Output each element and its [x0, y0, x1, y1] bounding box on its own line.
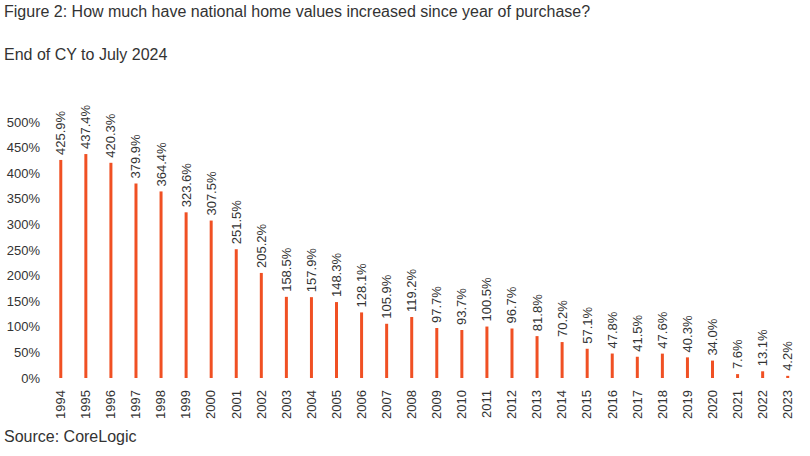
svg-text:34.0%: 34.0%	[705, 318, 720, 355]
svg-text:13.1%: 13.1%	[755, 329, 770, 366]
svg-text:2005: 2005	[329, 390, 344, 419]
svg-text:500%: 500%	[8, 115, 40, 130]
svg-text:2004: 2004	[304, 390, 319, 419]
svg-text:2022: 2022	[755, 390, 770, 419]
svg-text:251.5%: 251.5%	[229, 200, 244, 245]
svg-text:2013: 2013	[529, 390, 544, 419]
svg-text:300%: 300%	[8, 217, 40, 232]
svg-text:1999: 1999	[178, 390, 193, 419]
svg-text:2007: 2007	[379, 390, 394, 419]
svg-text:200%: 200%	[8, 268, 40, 283]
svg-text:2006: 2006	[354, 390, 369, 419]
svg-text:2002: 2002	[254, 390, 269, 419]
svg-text:7.6%: 7.6%	[730, 339, 745, 369]
svg-text:450%: 450%	[8, 140, 40, 155]
svg-text:100.5%: 100.5%	[479, 277, 494, 322]
svg-text:350%: 350%	[8, 191, 40, 206]
svg-text:150%: 150%	[8, 294, 40, 309]
svg-text:47.6%: 47.6%	[655, 311, 670, 348]
svg-text:307.5%: 307.5%	[204, 171, 219, 216]
svg-text:93.7%: 93.7%	[454, 288, 469, 325]
svg-text:47.8%: 47.8%	[605, 311, 620, 348]
svg-text:1994: 1994	[53, 390, 68, 419]
svg-text:2003: 2003	[279, 390, 294, 419]
svg-text:70.2%: 70.2%	[555, 300, 570, 337]
svg-text:2012: 2012	[504, 390, 519, 419]
svg-text:2019: 2019	[680, 390, 695, 419]
svg-text:1995: 1995	[78, 390, 93, 419]
svg-text:2017: 2017	[630, 390, 645, 419]
svg-text:41.5%: 41.5%	[630, 314, 645, 351]
svg-text:50%: 50%	[14, 345, 40, 360]
svg-text:119.2%: 119.2%	[404, 268, 419, 312]
svg-text:100%: 100%	[8, 319, 40, 334]
svg-text:1996: 1996	[103, 390, 118, 419]
svg-text:2009: 2009	[429, 390, 444, 419]
svg-text:425.9%: 425.9%	[53, 110, 68, 155]
svg-text:2018: 2018	[655, 390, 670, 419]
svg-text:2023: 2023	[780, 390, 795, 419]
svg-text:40.3%: 40.3%	[680, 315, 695, 352]
svg-text:205.2%: 205.2%	[254, 223, 269, 268]
svg-text:2010: 2010	[454, 390, 469, 419]
html-text:Source: CoreLogic: Source: CoreLogic	[4, 428, 137, 445]
svg-text:400%: 400%	[8, 166, 40, 181]
svg-text:2000: 2000	[203, 390, 218, 419]
svg-text:96.7%: 96.7%	[504, 286, 519, 323]
svg-text:420.3%: 420.3%	[103, 113, 118, 158]
svg-text:323.6%: 323.6%	[179, 163, 194, 208]
html-text:Figure 2: How much have nation: Figure 2: How much have national home va…	[4, 3, 591, 20]
svg-text:97.7%: 97.7%	[429, 286, 444, 323]
svg-text:2008: 2008	[404, 390, 419, 419]
svg-text:1998: 1998	[153, 390, 168, 419]
svg-text:148.3%: 148.3%	[329, 253, 344, 298]
html-text:End of CY to July 2024: End of CY to July 2024	[4, 46, 168, 63]
svg-text:2011: 2011	[479, 390, 494, 418]
svg-text:2020: 2020	[705, 390, 720, 419]
svg-text:158.5%: 158.5%	[279, 247, 294, 292]
svg-text:4.2%: 4.2%	[780, 341, 795, 371]
svg-text:0%: 0%	[21, 371, 40, 386]
svg-text:250%: 250%	[8, 243, 40, 258]
svg-text:157.9%: 157.9%	[304, 248, 319, 293]
svg-text:2016: 2016	[605, 390, 620, 419]
svg-text:2001: 2001	[229, 390, 244, 419]
svg-text:2021: 2021	[730, 390, 745, 419]
svg-text:105.9%: 105.9%	[379, 274, 394, 319]
svg-text:364.4%: 364.4%	[154, 142, 169, 187]
svg-text:2015: 2015	[579, 390, 594, 419]
svg-text:1997: 1997	[128, 390, 143, 419]
svg-text:57.1%: 57.1%	[580, 306, 595, 343]
svg-text:437.4%: 437.4%	[78, 105, 93, 150]
svg-text:2014: 2014	[554, 390, 569, 419]
svg-text:128.1%: 128.1%	[354, 263, 369, 308]
svg-text:379.9%: 379.9%	[128, 134, 143, 179]
svg-text:81.8%: 81.8%	[530, 294, 545, 331]
